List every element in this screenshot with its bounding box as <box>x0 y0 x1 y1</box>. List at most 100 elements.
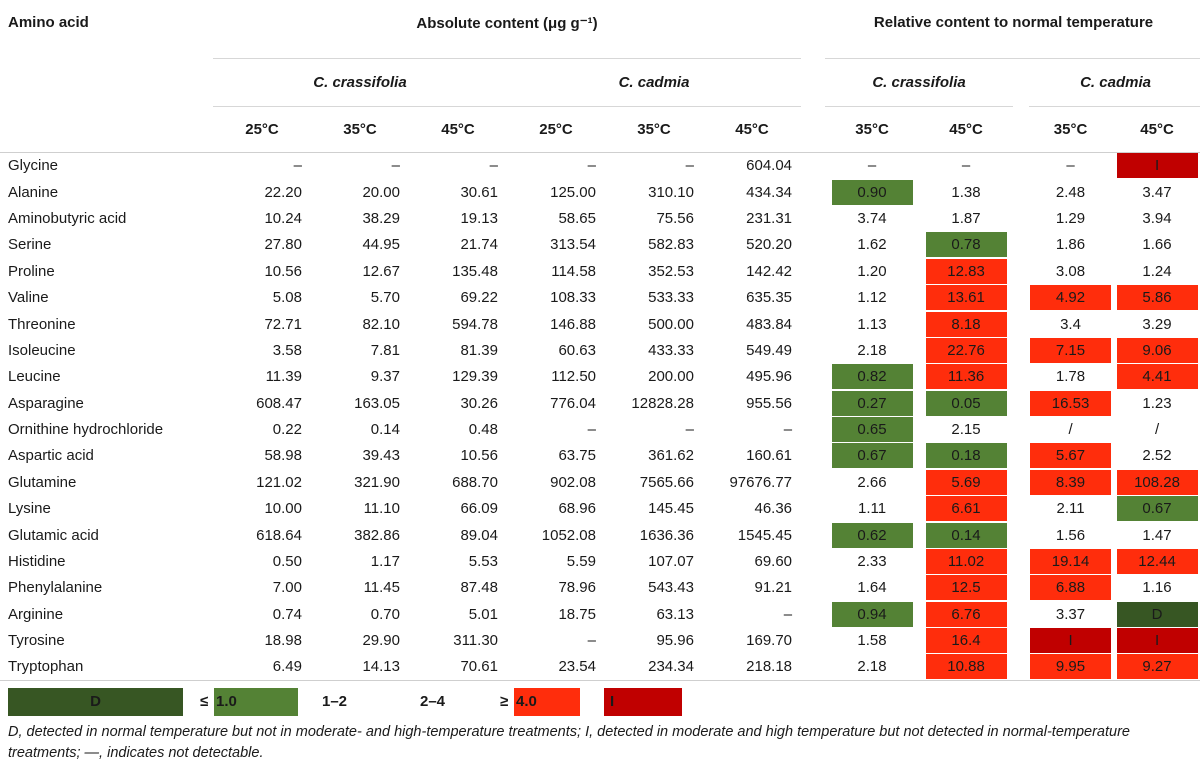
relative-value: 1.24 <box>1142 262 1172 280</box>
header-absolute-content: Absolute content (μg g⁻¹) <box>213 0 802 59</box>
relative-value: 9.06 <box>1116 337 1198 363</box>
species-header: C. crassifolia <box>213 58 507 107</box>
absolute-value-cell: 129.39 <box>452 368 498 386</box>
relative-value-cell: 11.36 <box>919 364 1013 390</box>
absolute-value-cell: 11.10 <box>363 500 400 518</box>
relative-value: D <box>1116 601 1198 627</box>
absolute-value-cell: 549.49 <box>746 341 793 359</box>
amino-acid-table: Amino acid Absolute content (μg g⁻¹) Rel… <box>0 0 1200 681</box>
table-row: Leucine 11.39 9.37 129.39 112.50 200.00 495.96… <box>0 364 1200 390</box>
absolute-value-cell: 58.98 <box>264 447 302 465</box>
relative-value-cell: 5.67 <box>1029 443 1112 469</box>
relative-value-cell: I <box>1029 628 1112 654</box>
relative-value-cell: 2.33 <box>825 548 919 574</box>
absolute-value-cell: 11.45 <box>363 579 400 597</box>
absolute-value-cell: 69.60 <box>754 553 793 571</box>
absolute-value-cell: 38.29 <box>362 209 400 227</box>
absolute-value-cell: 91.21 <box>754 579 793 597</box>
relative-value: 4.92 <box>1030 285 1112 311</box>
absolute-value-cell: 582.83 <box>648 236 694 254</box>
relative-value-cell: 3.29 <box>1112 311 1200 337</box>
relative-value-cell: 1.87 <box>919 205 1013 231</box>
relative-value: 8.39 <box>1030 469 1112 495</box>
absolute-value-cell: 543.43 <box>648 579 694 597</box>
absolute-value-cell: 0.48 <box>468 421 498 439</box>
color-legend: D ≤1.0 1–2 2–4 ≥4.0 I <box>0 688 1200 718</box>
relative-value: 2.52 <box>1142 447 1172 465</box>
absolute-value-cell: 902.08 <box>550 473 596 491</box>
relative-value: 1.11 <box>857 500 887 518</box>
legend-item: ≤1.0 <box>200 688 298 716</box>
absolute-value-cell: 0.74 <box>272 605 302 623</box>
absolute-value-cell: 18.98 <box>264 632 302 650</box>
absolute-value-cell: – <box>587 157 596 175</box>
relative-value-cell: 1.20 <box>825 258 919 284</box>
amino-acid-name: Asparagine <box>8 394 84 412</box>
relative-value: 3.94 <box>1142 209 1172 227</box>
absolute-value-cell: 29.90 <box>362 632 400 650</box>
relative-value-cell: 2.15 <box>919 416 1013 442</box>
relative-value-cell: 1.78 <box>1029 364 1112 390</box>
amino-acid-name: Phenylalanine <box>8 579 103 597</box>
relative-value: 1.13 <box>857 315 887 333</box>
relative-value: 0.05 <box>925 390 1007 416</box>
absolute-value-cell: 108.33 <box>550 289 596 307</box>
temp-header: 25°C <box>507 106 605 153</box>
relative-value: 3.37 <box>1055 605 1086 623</box>
absolute-value-cell: 5.53 <box>468 553 498 571</box>
table-row: Tryptophan 6.49 14.13 70.61 23.54 234.34 218.1… <box>0 653 1200 681</box>
absolute-value-cell: 19.13 <box>460 209 498 227</box>
absolute-value-cell: – <box>489 157 498 175</box>
absolute-value-cell: 313.54 <box>550 236 596 254</box>
absolute-value-cell: 70.61 <box>409 653 507 681</box>
relative-value: 7.15 <box>1030 337 1112 363</box>
relative-value-cell: 108.28 <box>1112 469 1200 495</box>
relative-value: I <box>1116 153 1198 179</box>
relative-value-cell: 1.24 <box>1112 258 1200 284</box>
legend-prefix: ≥ <box>500 693 509 710</box>
relative-value-cell: 2.18 <box>825 653 920 681</box>
species-header: C. cadmia <box>507 58 802 107</box>
relative-value-cell: 9.27 <box>1112 653 1200 681</box>
relative-value-cell: 6.88 <box>1029 575 1112 601</box>
absolute-value-cell: 5.01 <box>468 605 498 623</box>
relative-value-cell: 12.44 <box>1112 548 1200 575</box>
absolute-value-cell: 955.56 <box>746 394 793 412</box>
relative-value-cell: 1.38 <box>919 179 1013 205</box>
table-row: Histidine 0.50 1.17 5.53 5.59 107.07 69.60 2.33… <box>0 548 1200 575</box>
relative-value-cell: 3.47 <box>1112 179 1200 205</box>
absolute-value-cell: 60.63 <box>558 341 596 359</box>
absolute-value-cell: 21.74 <box>460 236 498 254</box>
temp-header: 35°C <box>825 106 920 153</box>
table-row: Ornithine hydrochloride 0.22 0.14 0.48 – – – 0.… <box>0 416 1200 443</box>
table-row: Phenylalanine 7.00 11.45 87.48 78.96 543.43 91… <box>0 575 1200 601</box>
table-row: Asparagine 608.47 163.05 30.26 776.04 12828.2… <box>0 390 1200 416</box>
relative-value: 0.78 <box>925 232 1007 258</box>
relative-value: 1.86 <box>1055 236 1086 254</box>
absolute-value-cell: – <box>587 421 596 439</box>
relative-value-cell: 7.15 <box>1029 337 1112 363</box>
relative-value: 6.76 <box>925 601 1007 627</box>
relative-value-cell: 1.66 <box>1112 232 1200 258</box>
relative-value: – <box>1066 157 1075 175</box>
relative-value: 1.66 <box>1142 236 1172 254</box>
absolute-value-cell: 776.04 <box>550 394 596 412</box>
relative-value: 13.61 <box>925 285 1007 311</box>
absolute-value-cell: 7565.66 <box>639 473 694 491</box>
table-row: Glutamine 121.02 321.90 688.70 902.08 7565.66… <box>0 469 1200 495</box>
absolute-value-cell: 11.39 <box>265 368 302 386</box>
header-relative-content: Relative content to normal temperature <box>825 0 1200 59</box>
absolute-value-cell: 231.31 <box>746 209 793 227</box>
relative-value: 3.29 <box>1142 315 1172 333</box>
absolute-value-cell: 12828.28 <box>631 394 694 412</box>
amino-acid-name: Leucine <box>8 368 61 386</box>
absolute-value-cell: 44.95 <box>362 236 400 254</box>
legend-swatch <box>604 688 682 716</box>
absolute-value-cell: 1545.45 <box>737 526 793 544</box>
relative-value-cell: I <box>1112 153 1200 179</box>
table-row: Lysine 10.00 11.10 66.09 68.96 145.45 46.36 1.1… <box>0 496 1200 522</box>
relative-value: 1.23 <box>1142 394 1172 412</box>
relative-value-cell: 0.90 <box>825 179 919 205</box>
relative-value: 108.28 <box>1116 469 1198 495</box>
absolute-value-cell: 163.05 <box>354 394 400 412</box>
